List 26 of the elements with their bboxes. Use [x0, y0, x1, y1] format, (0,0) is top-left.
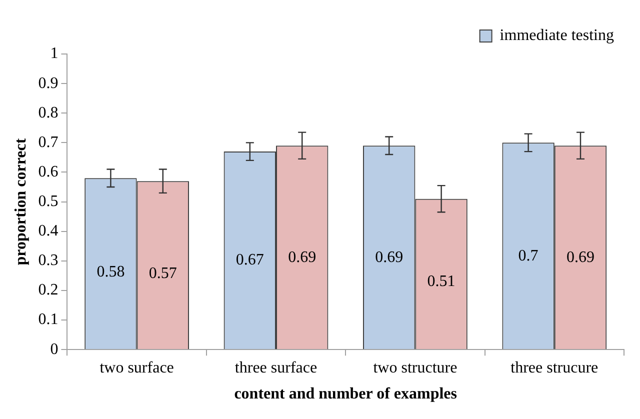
- y-tick-label: 1: [50, 45, 58, 62]
- y-tick-label: 0.2: [38, 282, 58, 299]
- data-label: 0.57: [148, 264, 177, 282]
- x-tick-label: three strucure: [510, 359, 598, 376]
- y-tick-label: 0.7: [38, 134, 58, 151]
- x-tick-label: two surface: [100, 359, 174, 376]
- x-tick-label: two structure: [373, 359, 458, 376]
- y-axis-title: proportion correct: [12, 138, 30, 266]
- x-axis-title: content and number of examples: [234, 386, 458, 403]
- data-label: 0.69: [375, 249, 404, 266]
- y-tick-label: 0.5: [38, 193, 58, 210]
- y-tick-label: 0.6: [38, 163, 58, 180]
- y-tick-label: 0: [50, 340, 58, 358]
- y-tick-label: 0.9: [38, 74, 58, 92]
- data-label: 0.67: [236, 252, 264, 269]
- y-tick-label: 0.3: [38, 252, 58, 270]
- data-label: 0.69: [288, 249, 316, 266]
- data-label: 0.58: [96, 264, 125, 281]
- y-tick-label: 0.8: [38, 104, 58, 122]
- y-tick-label: 0.4: [38, 222, 58, 240]
- data-label: 0.69: [566, 249, 594, 266]
- x-tick-label: three surface: [234, 359, 318, 376]
- data-label: 0.7: [518, 248, 538, 265]
- data-label: 0.51: [427, 272, 456, 290]
- y-tick-label: 0.1: [38, 311, 58, 328]
- legend-label: immediate testing: [500, 27, 614, 44]
